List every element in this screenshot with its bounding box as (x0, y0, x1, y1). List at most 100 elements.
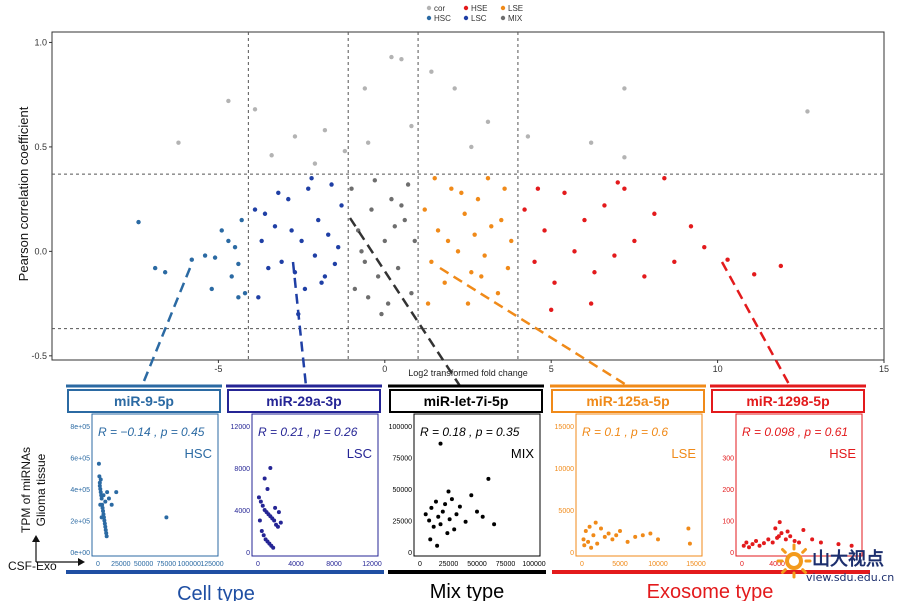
point-hse (642, 274, 647, 279)
point-mix (365, 295, 371, 300)
panel-annotation: R = 0.18 , p = 0.35 (420, 425, 520, 439)
panel-y-tick-label: 50000 (393, 487, 413, 494)
point-hsc (136, 219, 141, 225)
point-hse (662, 176, 667, 181)
point-lse (435, 228, 441, 233)
panel-x-tick-label: 12000 (362, 561, 382, 568)
panel-point (98, 502, 103, 507)
panel-point (640, 533, 645, 538)
legend-swatch-lse (500, 5, 506, 11)
panel-title: miR-9-5p (114, 393, 174, 409)
panel-x-tick-label: 0 (580, 561, 584, 568)
point-lsc (262, 211, 268, 216)
legend-label-hsc: HSC (434, 14, 451, 23)
panel-x-tick-label: 25000 (111, 561, 131, 568)
point-lsc (259, 238, 264, 244)
legend-swatch-hse (463, 5, 469, 11)
panel-y-tick-label: 0 (730, 550, 734, 557)
point-hse (725, 257, 730, 262)
panel-point (103, 527, 108, 532)
panel-point (447, 517, 452, 522)
panel-point (273, 505, 278, 510)
point-lsc (289, 228, 294, 233)
legend-label-mix: MIX (508, 14, 523, 23)
panel-point (99, 496, 104, 501)
point-lse (425, 301, 431, 306)
panel-annotation: R = 0.21 , p = 0.26 (258, 425, 358, 439)
panel-point (589, 545, 594, 550)
panel-point (109, 502, 114, 507)
panel-point (97, 480, 102, 485)
panel-point (606, 531, 611, 536)
panel-y-tick-label: 2e+05 (70, 519, 90, 526)
y-tick-label: 0.0 (34, 246, 47, 256)
panel-point (98, 477, 103, 482)
panel-point (435, 543, 440, 548)
panel-plot-frame (91, 413, 219, 557)
point-hse (702, 244, 707, 250)
panel-point (757, 543, 762, 548)
point-lse (432, 176, 437, 181)
legend-swatch-mix (500, 15, 506, 21)
panel-group-label: HSE (829, 446, 856, 461)
panel-point (101, 509, 106, 514)
main-x-ticks: -5 0 5 10 15 (214, 360, 889, 374)
panel-title: miR-125a-5p (586, 393, 669, 409)
panel-point (648, 531, 653, 536)
watermark-text: 山大视点 (812, 549, 884, 570)
panel-y-tick-label: 25000 (393, 519, 413, 526)
panel-x-tick-label: 100000 (522, 561, 545, 568)
panel-hsc: miR-9-5p R = −0.14 , p = 0.45 HSC 0e+00 2e+0… (66, 384, 224, 568)
point-cor (588, 140, 594, 145)
point-lse (445, 238, 451, 244)
point-lsc (312, 253, 318, 258)
main-points (136, 54, 810, 317)
point-hse (622, 186, 627, 191)
point-lsc (256, 295, 261, 300)
panel-y-tick-label: 6e+05 (70, 456, 90, 463)
panel-title-box (389, 389, 543, 413)
point-hsc (212, 255, 218, 260)
point-mix (389, 196, 394, 202)
panel-point (259, 529, 264, 533)
point-lsc (279, 259, 284, 265)
panel-point (595, 541, 600, 546)
point-cor (226, 98, 231, 104)
panel-plot-frame (251, 413, 379, 557)
panel-point (836, 542, 841, 547)
point-hse (652, 211, 657, 216)
exosome-type-label: Exosome type (647, 581, 774, 601)
panel-group-label: HSC (185, 446, 212, 461)
point-cor (525, 134, 531, 139)
y-tick-label: 0.5 (34, 142, 47, 152)
panel-point (792, 538, 797, 543)
panel-point (469, 493, 474, 498)
panel-x-tick-label: 25000 (439, 561, 459, 568)
point-hse (672, 259, 677, 265)
panel-point (262, 476, 267, 481)
panel-x-tick-label: 15000 (686, 561, 706, 568)
panel-point (104, 534, 109, 539)
point-lse (489, 224, 494, 229)
panel-point (599, 526, 603, 531)
panel-y-tick-label: 100000 (389, 424, 412, 431)
point-lse (482, 253, 487, 258)
panel-point (586, 539, 591, 544)
point-hse (542, 228, 547, 233)
point-mix (375, 274, 381, 279)
panel-point (98, 487, 103, 491)
panel-point (101, 512, 106, 517)
point-hse (549, 307, 554, 313)
point-cor (176, 140, 181, 145)
panel-point (454, 512, 459, 517)
panel-point (164, 515, 169, 520)
panel-point (741, 543, 746, 548)
panel-point (438, 522, 443, 527)
panel-point (754, 538, 759, 543)
point-lse (459, 190, 464, 196)
panel-point (818, 540, 823, 545)
main-chart: -5 0 5 10 15 -0.5 0.0 0.5 1.0 Log2 transformed … (16, 4, 889, 378)
panel-title: miR-1298-5p (746, 393, 829, 409)
x-tick-label: 5 (549, 364, 554, 374)
point-cor (469, 144, 474, 150)
